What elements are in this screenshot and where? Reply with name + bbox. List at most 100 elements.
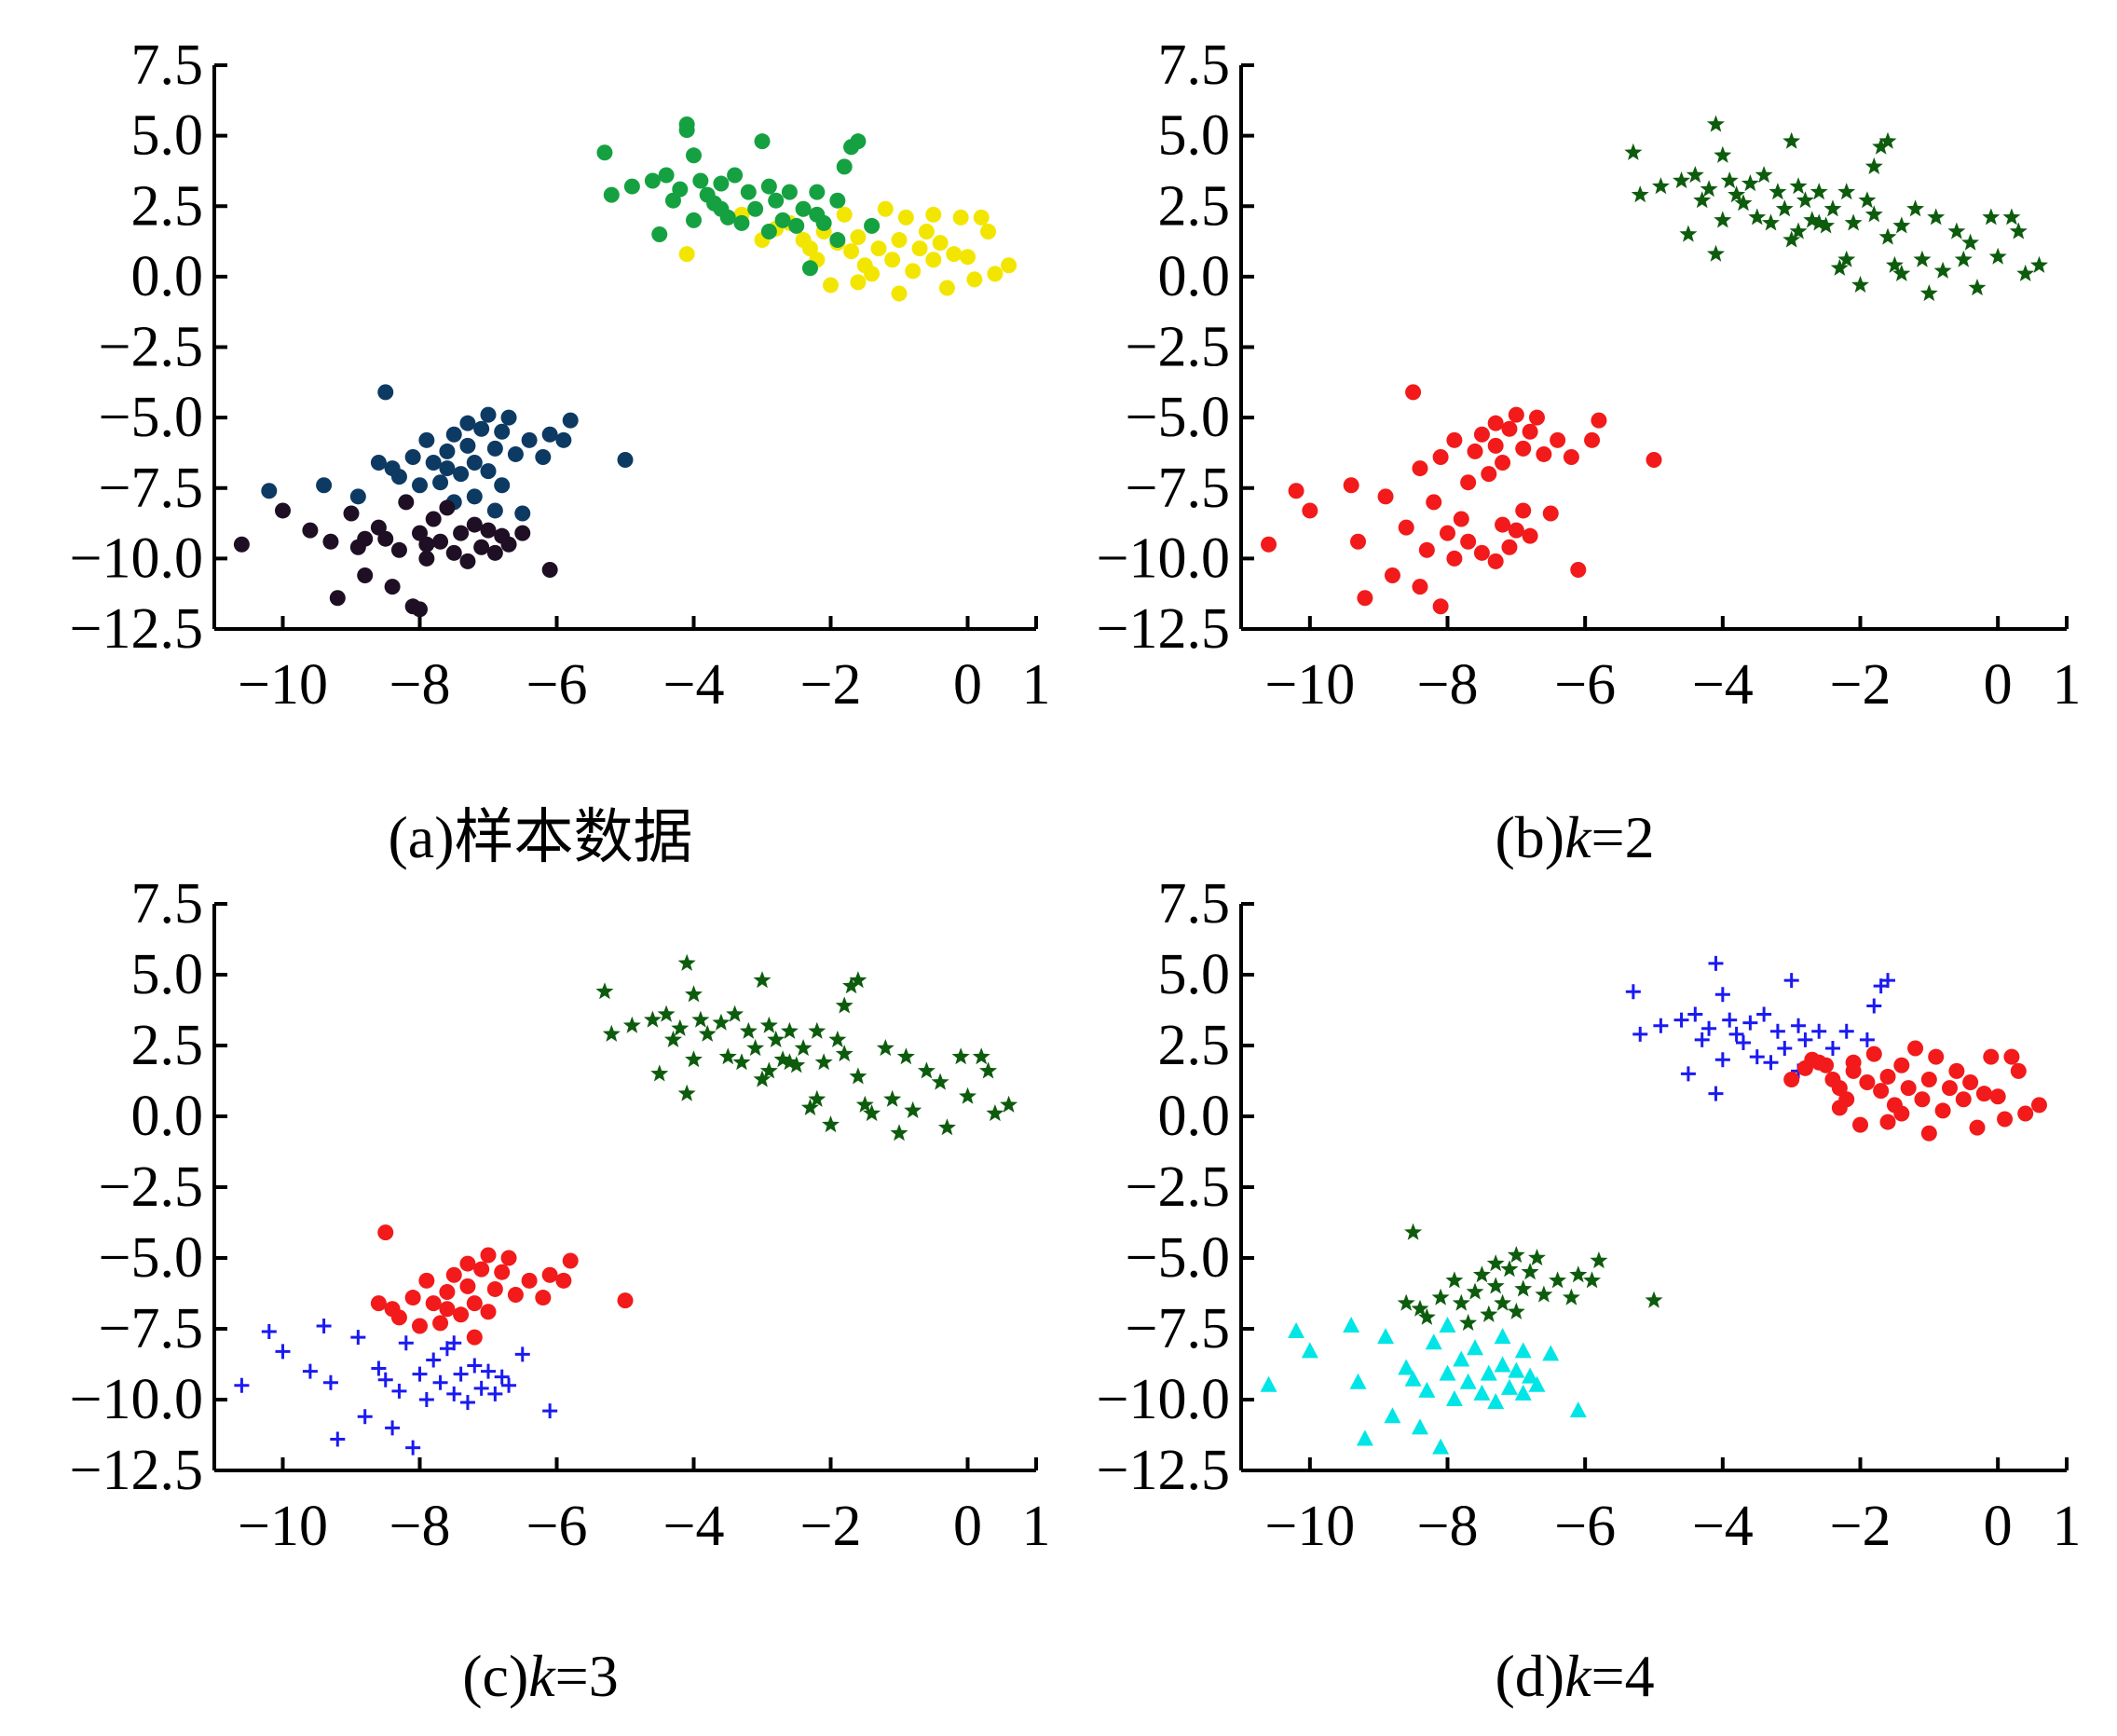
data-point xyxy=(726,1005,744,1022)
data-point xyxy=(418,1272,435,1289)
data-point xyxy=(453,1366,469,1382)
data-point xyxy=(390,469,407,485)
data-point xyxy=(1522,1367,1539,1384)
data-point xyxy=(1445,1390,1463,1406)
data-point xyxy=(1377,488,1394,505)
data-point xyxy=(1466,1282,1484,1300)
data-point xyxy=(1734,194,1753,212)
data-point xyxy=(316,1318,332,1333)
data-point xyxy=(1791,1018,1807,1033)
data-point xyxy=(644,172,661,189)
data-point xyxy=(487,1386,503,1401)
data-point xyxy=(1679,225,1698,242)
data-point xyxy=(1892,264,1911,281)
data-point xyxy=(747,200,764,217)
data-point xyxy=(1872,137,1891,155)
data-point xyxy=(883,1089,902,1107)
x-tick-label: −10 xyxy=(238,1495,328,1558)
x-tick-label: −6 xyxy=(1554,1495,1616,1558)
data-point xyxy=(486,544,503,561)
x-tick-label: −2 xyxy=(800,1495,862,1558)
data-point xyxy=(1920,1125,1937,1141)
data-point xyxy=(925,206,942,223)
data-point xyxy=(439,443,456,459)
data-point xyxy=(500,409,517,426)
data-point xyxy=(1755,166,1773,184)
data-point xyxy=(1928,1048,1945,1065)
data-point xyxy=(1467,443,1483,459)
data-point xyxy=(466,455,483,472)
y-tick-label: 7.5 xyxy=(1158,34,1231,97)
data-point xyxy=(1831,1080,1848,1097)
data-point xyxy=(829,232,846,249)
data-point xyxy=(1495,455,1511,472)
data-point xyxy=(2016,264,2035,281)
data-point xyxy=(1487,1393,1505,1410)
data-point xyxy=(623,178,640,195)
data-point xyxy=(740,184,757,200)
data-point xyxy=(1941,1080,1958,1097)
data-point xyxy=(521,1272,538,1289)
data-point xyxy=(1864,205,1883,223)
data-point xyxy=(1651,177,1670,195)
data-point xyxy=(959,1087,977,1104)
data-point xyxy=(1714,987,1730,1003)
data-point xyxy=(677,953,696,971)
data-point xyxy=(1425,1333,1442,1350)
data-point xyxy=(1823,199,1842,217)
data-point xyxy=(1508,406,1524,423)
data-point xyxy=(1487,553,1504,569)
data-point xyxy=(1722,1012,1738,1028)
data-point xyxy=(1796,191,1814,209)
data-point xyxy=(1377,1328,1395,1345)
data-point xyxy=(870,240,887,257)
data-point xyxy=(980,223,997,239)
data-point xyxy=(718,1047,737,1065)
y-tick-label: 0.0 xyxy=(1158,245,1231,308)
series-2 xyxy=(1261,384,1662,615)
y-tick-label: −5.0 xyxy=(99,386,203,449)
data-point xyxy=(418,431,435,448)
y-tick-label: −12.5 xyxy=(70,1439,203,1502)
data-point xyxy=(938,280,955,296)
y-tick-label: −7.5 xyxy=(99,457,203,520)
caption-suffix: =2 xyxy=(1591,804,1654,870)
data-point xyxy=(473,1380,489,1396)
data-point xyxy=(1563,448,1579,465)
data-point xyxy=(1900,1080,1917,1097)
data-point xyxy=(1569,1401,1587,1418)
data-point xyxy=(481,1363,496,1379)
y-tick-label: 2.5 xyxy=(1158,174,1231,238)
data-point xyxy=(1473,544,1490,561)
data-point xyxy=(835,996,854,1014)
data-point xyxy=(1694,1032,1710,1047)
data-point xyxy=(1398,519,1414,536)
data-point xyxy=(727,167,744,184)
data-point xyxy=(439,460,456,477)
data-point xyxy=(1453,1350,1470,1367)
data-point xyxy=(1789,177,1808,195)
x-tick-label: −4 xyxy=(663,1495,725,1558)
data-point xyxy=(896,1047,915,1065)
x-tick-label: −8 xyxy=(1417,653,1479,717)
data-point xyxy=(371,1360,387,1376)
x-tick-label: −8 xyxy=(389,653,451,717)
x-tick-label: 0 xyxy=(953,653,982,717)
data-point xyxy=(855,1095,874,1113)
data-point xyxy=(384,579,401,595)
data-point xyxy=(404,1290,421,1306)
data-point xyxy=(864,217,881,234)
data-point xyxy=(473,1261,490,1278)
data-point xyxy=(733,214,750,231)
y-tick-label: −5.0 xyxy=(1126,1226,1230,1290)
data-point xyxy=(650,1064,669,1082)
data-point xyxy=(391,1383,407,1399)
data-point xyxy=(1803,211,1822,228)
data-point xyxy=(1343,1316,1360,1333)
data-point xyxy=(2017,1105,2034,1122)
data-point xyxy=(780,1021,799,1039)
data-point xyxy=(1417,1307,1436,1325)
data-point xyxy=(357,530,374,547)
data-point xyxy=(1893,1057,1910,1073)
